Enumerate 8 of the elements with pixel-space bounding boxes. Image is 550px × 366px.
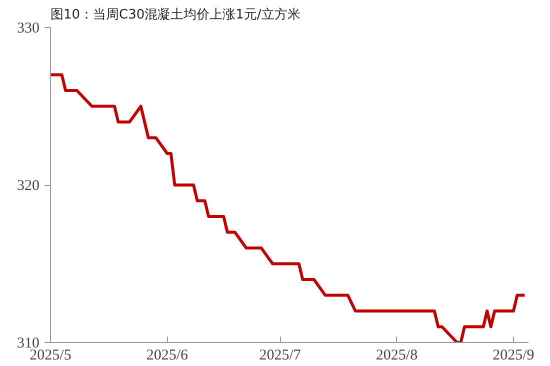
- x-tick-label: 2025/8: [376, 348, 418, 364]
- chart-title: 图10：当周C30混凝土均价上涨1元/立方米: [50, 6, 300, 22]
- y-tick-label: 330: [17, 20, 40, 36]
- y-tick-label: 320: [17, 178, 40, 194]
- x-tick-label: 2025/5: [30, 348, 72, 364]
- x-tick-label: 2025/9: [492, 348, 534, 364]
- x-tick-label: 2025/6: [146, 348, 189, 364]
- x-tick-label: 2025/7: [259, 348, 302, 364]
